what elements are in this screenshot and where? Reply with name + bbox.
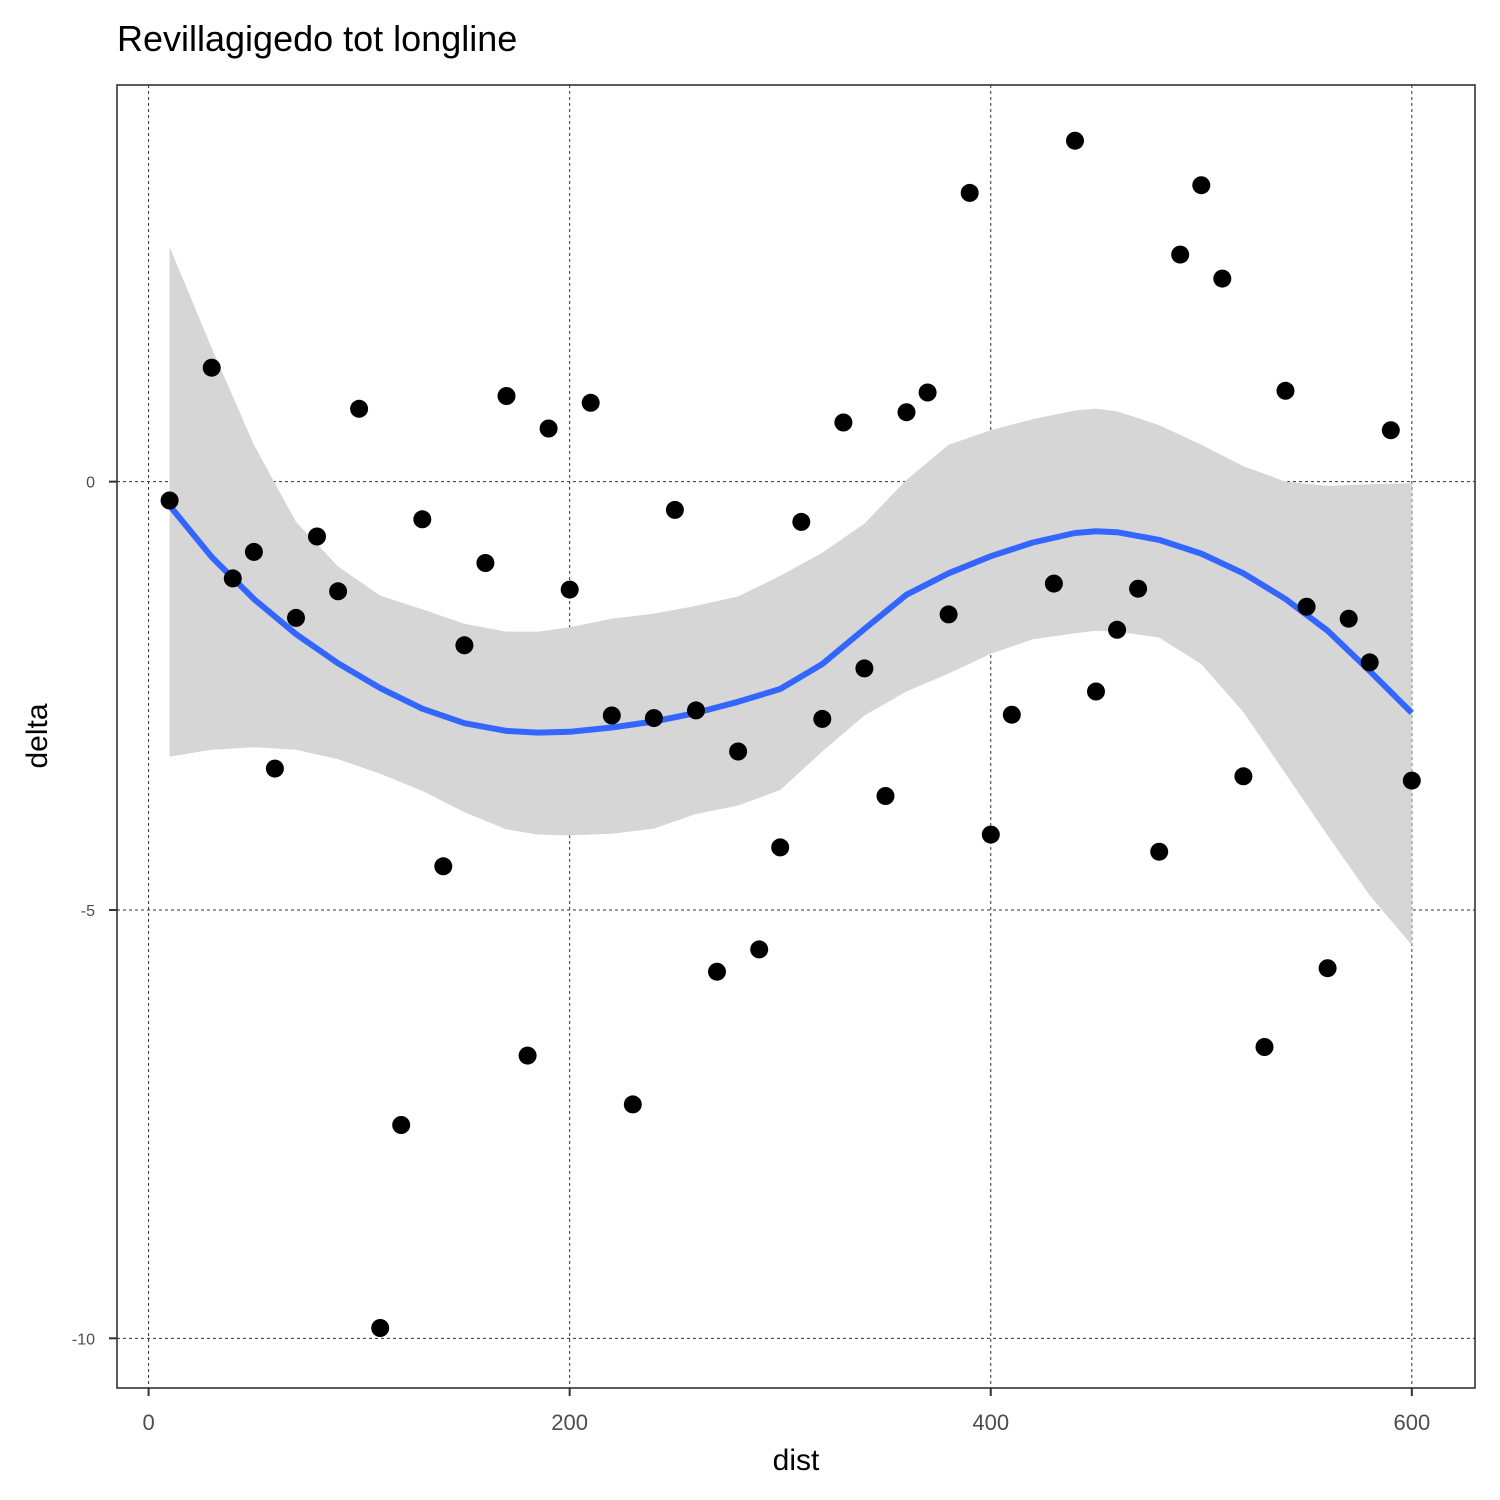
data-point <box>497 387 516 405</box>
data-point <box>1129 579 1148 598</box>
data-point <box>813 709 832 728</box>
y-tick-label: 0 <box>86 475 95 492</box>
x-tick-label: 200 <box>551 1410 588 1435</box>
x-tick-label: 400 <box>972 1410 1009 1435</box>
data-point <box>455 636 474 655</box>
data-point <box>792 512 811 531</box>
data-point <box>1108 620 1127 639</box>
data-point <box>560 580 579 599</box>
data-point <box>602 706 621 725</box>
data-point <box>1002 705 1021 724</box>
x-tick-label: 0 <box>142 1410 154 1435</box>
data-point <box>1318 959 1337 978</box>
data-point <box>518 1046 537 1065</box>
data-point <box>329 582 348 601</box>
data-point <box>1066 131 1084 150</box>
data-point <box>350 399 369 418</box>
points-layer <box>160 131 1421 1337</box>
data-point <box>1276 381 1295 400</box>
data-point <box>202 358 221 377</box>
data-point <box>644 709 663 728</box>
data-point <box>918 383 937 402</box>
data-point <box>539 419 558 438</box>
data-point <box>960 183 979 202</box>
smooth-line-layer <box>167 503 1414 736</box>
data-point <box>1255 1038 1274 1056</box>
y-tick-label: -5 <box>81 903 95 920</box>
x-axis-label: dist <box>773 1444 820 1477</box>
data-point <box>1381 421 1400 440</box>
confidence-band <box>169 246 1412 946</box>
data-point <box>1360 653 1379 672</box>
data-point <box>665 500 684 519</box>
y-tick-label: -10 <box>72 1331 95 1348</box>
grid <box>117 85 1475 1388</box>
data-point <box>939 605 958 624</box>
data-point <box>1192 176 1211 195</box>
data-point <box>392 1116 411 1134</box>
data-point <box>623 1095 642 1114</box>
data-point <box>687 701 705 720</box>
data-point <box>308 527 326 546</box>
data-point <box>1339 609 1358 628</box>
data-point <box>1171 245 1190 264</box>
data-point <box>223 569 242 588</box>
data-point <box>897 403 916 422</box>
data-point <box>1044 574 1063 593</box>
x-tick-label: 600 <box>1393 1410 1430 1435</box>
data-point <box>287 608 305 627</box>
data-point <box>371 1319 390 1337</box>
data-point <box>834 413 853 432</box>
data-point <box>1402 771 1421 790</box>
confidence-band-layer <box>169 246 1412 946</box>
data-point <box>160 491 179 510</box>
data-point <box>476 554 495 572</box>
chart-title: Revillagigedo tot longline <box>117 18 517 59</box>
data-point <box>981 825 1000 844</box>
data-point <box>413 510 432 529</box>
data-point <box>1087 682 1105 701</box>
data-point <box>708 962 726 981</box>
data-point <box>750 940 769 959</box>
data-point <box>434 857 453 876</box>
data-point <box>265 759 284 778</box>
data-point <box>244 542 263 561</box>
data-point <box>581 393 600 412</box>
data-point <box>1150 842 1169 861</box>
panel-border <box>116 84 1476 1389</box>
data-point <box>729 742 748 761</box>
data-point <box>1234 767 1253 786</box>
smooth-line <box>167 503 1414 736</box>
data-point <box>1213 269 1232 288</box>
data-point <box>855 659 874 678</box>
y-axis-label: delta <box>21 703 54 768</box>
data-point <box>1297 597 1316 616</box>
data-point <box>771 838 790 857</box>
axis-ticks: 0 200 400 600 0 -5 -10 <box>72 475 1430 1435</box>
data-point <box>876 787 895 805</box>
